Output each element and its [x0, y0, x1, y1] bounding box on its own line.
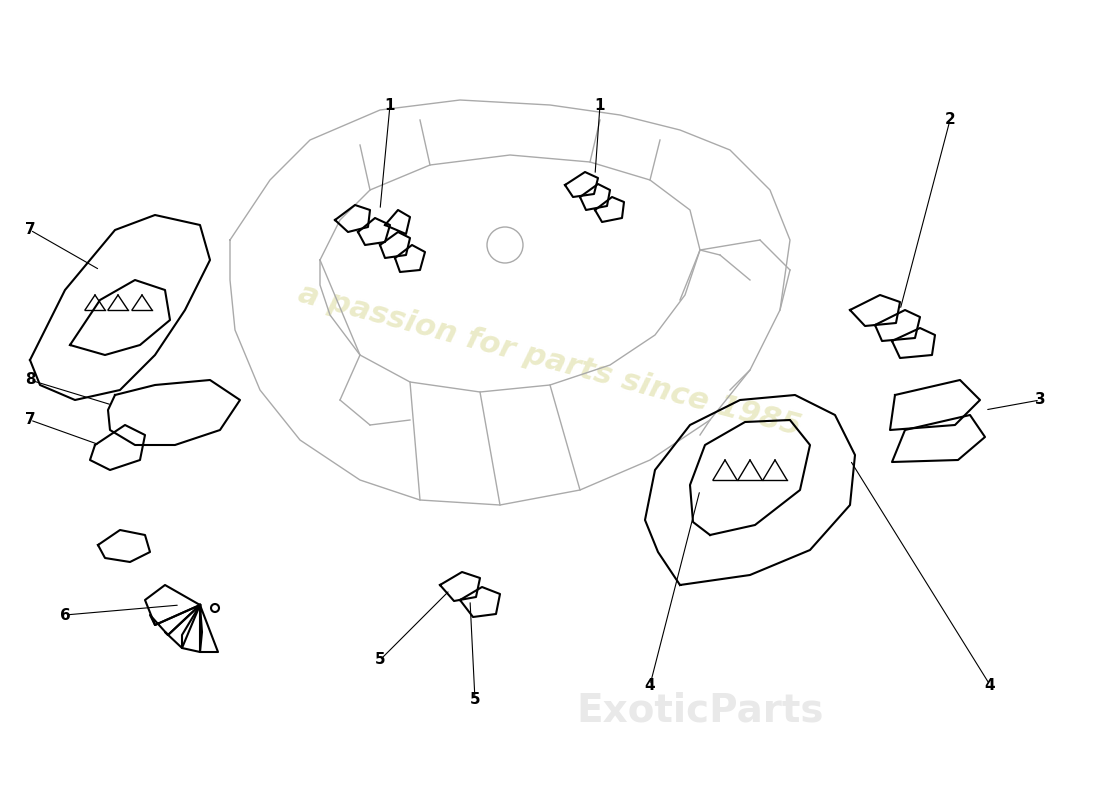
Text: a passion for parts since 1985: a passion for parts since 1985 — [296, 278, 804, 442]
Text: ExoticParts: ExoticParts — [576, 691, 824, 729]
Text: 2: 2 — [945, 113, 956, 127]
Text: 5: 5 — [375, 653, 385, 667]
Text: 4: 4 — [645, 678, 656, 693]
Text: 5: 5 — [470, 693, 481, 707]
Text: 7: 7 — [24, 222, 35, 238]
Text: 8: 8 — [24, 373, 35, 387]
Text: 1: 1 — [595, 98, 605, 113]
Text: 4: 4 — [984, 678, 996, 693]
Text: 3: 3 — [1035, 393, 1045, 407]
Text: 1: 1 — [385, 98, 395, 113]
Text: 7: 7 — [24, 413, 35, 427]
Text: 6: 6 — [59, 607, 70, 622]
